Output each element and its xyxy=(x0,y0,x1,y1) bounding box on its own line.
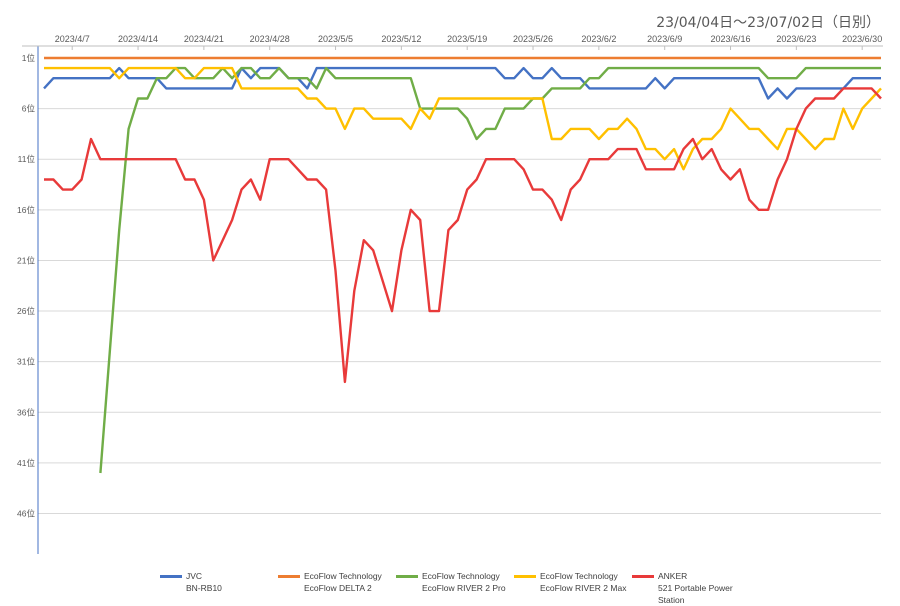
series-line-3 xyxy=(99,66,881,474)
series-line-5 xyxy=(44,87,882,384)
y-tick-label: 16位 xyxy=(17,205,35,215)
y-tick-label: 1位 xyxy=(22,53,36,63)
x-tick-label: 2023/4/21 xyxy=(184,34,224,44)
y-tick-label: 26位 xyxy=(17,306,35,316)
x-tick-label: 2023/4/7 xyxy=(55,34,90,44)
legend-item: EcoFlow Technology EcoFlow RIVER 2 Max xyxy=(514,570,632,596)
legend-series-name: EcoFlow Technology xyxy=(304,571,382,581)
y-tick-label: 41位 xyxy=(17,458,35,468)
y-tick-label: 11位 xyxy=(18,154,36,164)
x-tick-label: 2023/6/30 xyxy=(842,34,882,44)
x-tick-labels: 2023/4/7 2023/4/14 2023/4/21 2023/4/28 2023/… xyxy=(55,34,883,44)
x-tick-label: 2023/5/26 xyxy=(513,34,553,44)
y-tick-label: 36位 xyxy=(17,407,35,417)
x-tick-label: 2023/4/28 xyxy=(250,34,290,44)
y-tick-label: 21位 xyxy=(17,255,35,265)
legend-swatch xyxy=(278,575,300,578)
x-tick-label: 2023/4/14 xyxy=(118,34,158,44)
y-tick-label: 6位 xyxy=(22,104,36,114)
legend-series-product: EcoFlow RIVER 2 Max xyxy=(540,583,627,593)
x-tick-label: 2023/5/5 xyxy=(318,34,353,44)
legend-swatch xyxy=(396,575,418,578)
x-tick-label: 2023/6/9 xyxy=(647,34,682,44)
legend-series-name: ANKER xyxy=(658,571,688,581)
legend-item: EcoFlow Technology EcoFlow DELTA 2 xyxy=(278,570,396,596)
x-tick-label: 2023/5/19 xyxy=(447,34,487,44)
x-tick-label: 2023/6/2 xyxy=(581,34,616,44)
axes xyxy=(22,45,883,554)
series-lines xyxy=(43,56,882,474)
legend-swatch xyxy=(160,575,182,578)
grid-lines xyxy=(38,108,881,515)
legend-item: EcoFlow Technology EcoFlow RIVER 2 Pro xyxy=(396,570,514,596)
x-tick-label: 2023/5/12 xyxy=(381,34,421,44)
legend-series-product: EcoFlow RIVER 2 Pro xyxy=(422,583,506,593)
legend-series-product: 521 Portable Power Station xyxy=(658,583,733,605)
series-line-4 xyxy=(44,66,882,171)
legend-item: JVC BN-RB10 xyxy=(160,570,278,596)
y-tick-labels: 1位 6位 11位 16位 21位 26位 31位 36位 41位 46位 xyxy=(17,53,35,519)
x-tick-label: 2023/6/23 xyxy=(776,34,816,44)
y-tick-label: 31位 xyxy=(17,357,35,367)
legend-swatch xyxy=(632,575,654,578)
legend-swatch xyxy=(514,575,536,578)
legend-item: ANKER 521 Portable Power Station xyxy=(632,570,750,605)
date-range-label: 23/04/04日～23/07/02日（日別） xyxy=(656,15,880,31)
legend-series-name: JVC xyxy=(186,571,203,581)
series-line-1 xyxy=(43,66,881,100)
legend-series-name: EcoFlow Technology xyxy=(422,571,500,581)
legend-series-name: EcoFlow Technology xyxy=(540,571,618,581)
chart-legend: JVC BN-RB10 EcoFlow Technology EcoFlow DELT… xyxy=(160,570,880,605)
legend-series-product: BN-RB10 xyxy=(186,583,222,593)
x-tick-label: 2023/6/16 xyxy=(711,34,751,44)
legend-series-product: EcoFlow DELTA 2 xyxy=(304,583,372,593)
y-tick-label: 46位 xyxy=(17,509,35,519)
